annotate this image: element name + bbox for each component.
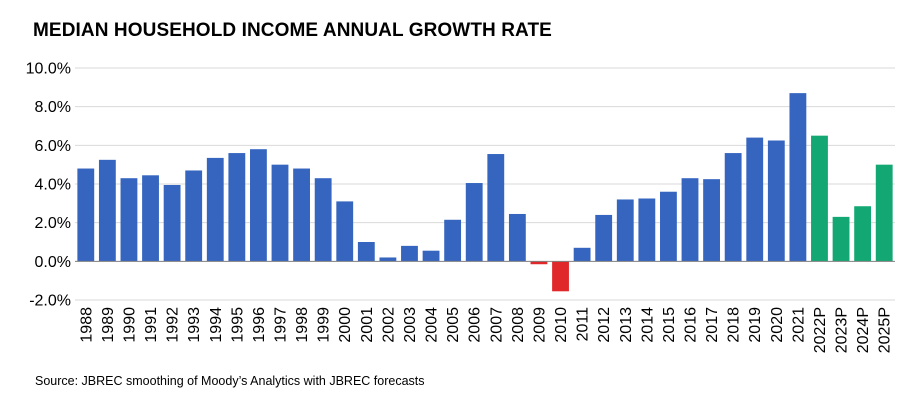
x-tick-label: 2019 <box>747 307 764 343</box>
bar-2008 <box>508 213 526 262</box>
x-tick-label: 2007 <box>488 307 505 343</box>
x-tick-label: 2022P <box>812 307 829 353</box>
bar-2012 <box>595 214 613 262</box>
y-tick-label: 6.0% <box>35 138 71 155</box>
x-tick-label: 2000 <box>337 307 354 343</box>
bar-2019 <box>746 137 764 262</box>
bar-1998 <box>293 168 310 262</box>
bars <box>77 93 893 292</box>
bar-1993 <box>185 170 203 262</box>
x-tick-label: 2009 <box>531 307 548 343</box>
x-tick-label: 2001 <box>359 307 376 343</box>
x-tick-label: 1997 <box>273 307 290 343</box>
bar-2023P <box>832 216 850 262</box>
chart-source-note: Source: JBREC smoothing of Moody’s Analy… <box>35 374 425 388</box>
x-tick-label: 2002 <box>380 307 397 343</box>
bar-2009 <box>530 261 548 265</box>
bar-1999 <box>314 178 332 262</box>
bar-2001 <box>357 242 375 262</box>
bar-1988 <box>77 168 95 262</box>
x-tick-label: 2020 <box>769 307 786 343</box>
bar-1992 <box>163 184 181 262</box>
x-tick-label: 2021 <box>790 307 807 343</box>
bar-2022P <box>811 135 828 262</box>
bar-1995 <box>228 153 246 262</box>
x-tick-label: 1993 <box>186 307 203 343</box>
x-tick-label: 2016 <box>683 307 700 343</box>
bar-2017 <box>703 179 720 262</box>
bar-2021 <box>789 93 807 262</box>
x-tick-label: 2003 <box>402 307 419 343</box>
x-tick-label: 2015 <box>661 307 678 343</box>
y-tick-label: 2.0% <box>35 215 71 232</box>
x-tick-label: 2011 <box>575 307 592 342</box>
bar-1990 <box>120 178 138 262</box>
chart-title: MEDIAN HOUSEHOLD INCOME ANNUAL GROWTH RA… <box>33 20 552 41</box>
bar-2005 <box>444 219 462 262</box>
y-axis-tick-labels: -2.0% 0.0% 2.0% 4.0% 6.0% 8.0% 10.0% <box>26 61 71 310</box>
y-tick-label: 10.0% <box>26 61 71 78</box>
bar-1991 <box>142 175 159 262</box>
x-tick-label: 2023P <box>834 307 851 353</box>
bar-2015 <box>660 191 677 262</box>
x-tick-label: 2024P <box>855 307 872 353</box>
x-axis-tick-labels: 1988 1989 1990 1991 1992 1993 1994 1995 1996 1997… <box>78 307 893 353</box>
bar-1996 <box>250 149 267 262</box>
x-tick-label: 1989 <box>100 307 117 343</box>
x-tick-label: 1998 <box>294 307 311 343</box>
bar-2024P <box>854 206 872 262</box>
bar-2016 <box>681 178 699 262</box>
x-tick-label: 2014 <box>639 307 656 343</box>
x-tick-label: 2025P <box>877 307 894 353</box>
y-tick-label: 8.0% <box>35 99 71 116</box>
bar-2014 <box>638 198 656 262</box>
bar-2003 <box>401 245 418 262</box>
x-tick-label: 1994 <box>208 307 225 343</box>
x-tick-label: 1988 <box>78 307 95 343</box>
bar-2002 <box>379 257 397 262</box>
x-tick-label: 2013 <box>618 307 635 343</box>
x-tick-label: 2018 <box>726 307 743 343</box>
x-tick-label: 2010 <box>553 307 570 343</box>
y-tick-label: 0.0% <box>35 254 71 271</box>
x-tick-label: 1990 <box>121 307 138 343</box>
bar-2006 <box>465 183 483 262</box>
x-tick-label: 2008 <box>510 307 527 343</box>
x-tick-label: 2017 <box>704 307 721 343</box>
x-tick-label: 2005 <box>445 307 462 343</box>
x-tick-label: 1991 <box>143 307 160 343</box>
y-tick-label: 4.0% <box>35 177 71 194</box>
bar-2020 <box>767 140 785 262</box>
bar-2007 <box>487 154 505 262</box>
x-tick-label: 2004 <box>424 307 441 343</box>
x-tick-label: 1999 <box>316 307 333 343</box>
x-tick-label: 2012 <box>596 307 613 343</box>
bar-2000 <box>336 201 354 262</box>
bar-1997 <box>271 164 289 262</box>
bar-2011 <box>573 247 591 262</box>
bar-2025P <box>875 164 893 262</box>
x-tick-label: 1992 <box>165 307 182 343</box>
bar-2010 <box>552 261 569 292</box>
bar-1994 <box>206 157 224 262</box>
y-tick-label: -2.0% <box>29 293 71 310</box>
x-tick-label: 1996 <box>251 307 268 343</box>
bar-2013 <box>616 199 634 262</box>
x-tick-label: 1995 <box>229 307 246 343</box>
bar-2004 <box>422 250 440 262</box>
bar-1989 <box>98 159 116 262</box>
bar-2018 <box>724 153 742 262</box>
x-tick-label: 2006 <box>467 307 484 343</box>
